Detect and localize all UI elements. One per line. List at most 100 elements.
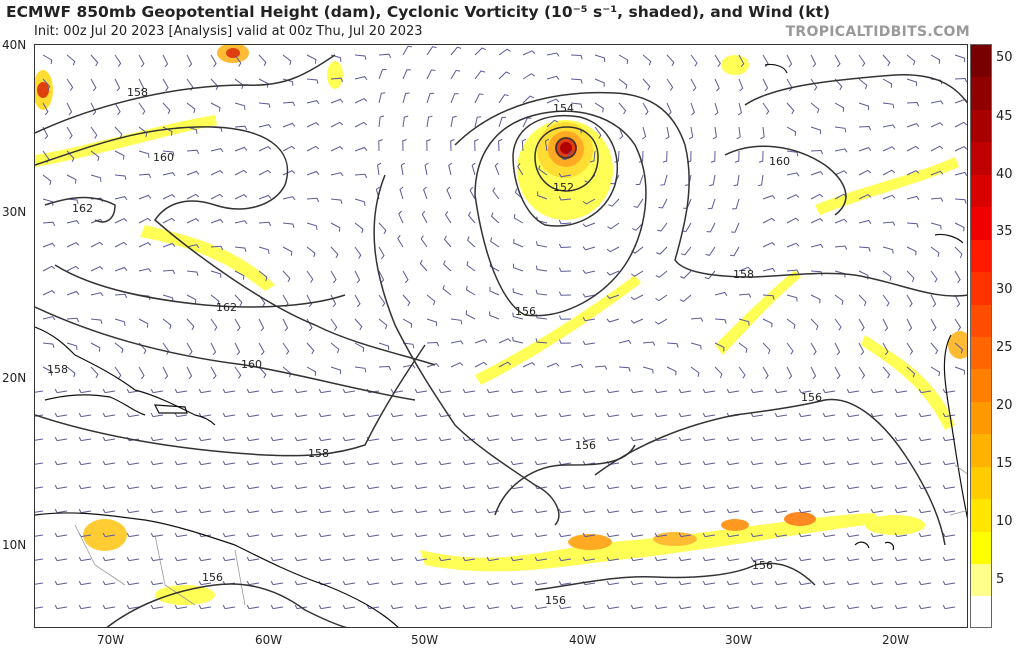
- wind-barb: [846, 604, 860, 610]
- colorbar-segment: [971, 336, 991, 370]
- wind-barbs: [35, 45, 967, 610]
- wind-barb: [906, 270, 915, 283]
- wind-barb: [198, 388, 212, 394]
- wind-barb: [714, 78, 720, 92]
- wind-barb: [894, 484, 908, 490]
- wind-barb: [234, 270, 245, 280]
- wind-barb: [150, 532, 164, 538]
- wind-barb: [114, 342, 124, 354]
- wind-barb: [894, 412, 908, 418]
- wind-barb: [834, 78, 843, 91]
- contour-label: 152: [553, 181, 574, 194]
- wind-barb: [882, 318, 889, 332]
- wind-barb: [210, 148, 224, 153]
- wind-barb: [414, 460, 428, 466]
- wind-barb: [54, 412, 68, 418]
- wind-barb: [318, 508, 332, 514]
- wind-barb: [42, 342, 55, 349]
- wind-barb: [306, 294, 313, 308]
- wind-barb: [870, 580, 884, 586]
- wind-barb: [930, 270, 938, 283]
- wind-barb: [378, 246, 385, 260]
- wind-barb: [546, 52, 560, 57]
- wind-barb: [318, 460, 332, 466]
- wind-barb: [354, 318, 363, 331]
- wind-barb: [535, 338, 548, 344]
- wind-barb: [834, 102, 845, 112]
- wind-barb: [377, 162, 382, 176]
- wind-barb: [414, 580, 428, 586]
- wind-barb: [882, 54, 891, 67]
- wind-barb: [750, 580, 764, 586]
- wind-barb: [474, 339, 488, 344]
- contour-156-south: [534, 562, 816, 591]
- wind-barb: [366, 580, 380, 586]
- wind-barb: [726, 580, 740, 586]
- wind-barb: [558, 484, 572, 490]
- wind-barb: [594, 126, 602, 139]
- wind-barb: [162, 217, 176, 224]
- wind-barb: [78, 460, 92, 466]
- wind-barb: [494, 162, 500, 176]
- wind-barb: [330, 77, 344, 83]
- wind-barb: [246, 436, 260, 442]
- wind-barb: [882, 342, 889, 356]
- wind-barb: [630, 388, 644, 394]
- wind-barb: [366, 412, 380, 418]
- wind-barb: [443, 260, 452, 272]
- wind-barb: [486, 460, 500, 466]
- wind-barb: [138, 54, 145, 68]
- wind-barb: [366, 556, 380, 562]
- wind-barb: [426, 139, 431, 152]
- vorticity-blob: [721, 55, 749, 75]
- wind-barb: [330, 270, 337, 284]
- wind-barb: [90, 318, 103, 325]
- wind-barb: [42, 265, 56, 272]
- wind-barb: [513, 238, 524, 248]
- wind-barb: [834, 54, 841, 68]
- brand-watermark: TROPICALTIDBITS.COM: [785, 24, 970, 40]
- wind-barb: [846, 484, 860, 490]
- wind-barb: [318, 580, 332, 586]
- wind-barb: [534, 508, 548, 514]
- wind-barb: [174, 436, 188, 442]
- wind-barb: [222, 388, 236, 394]
- wind-barb: [618, 366, 631, 372]
- wind-barb: [210, 318, 218, 331]
- wind-barb: [736, 126, 741, 140]
- wind-barb: [210, 270, 222, 278]
- wind-barb: [186, 366, 193, 380]
- wind-barb: [210, 245, 224, 251]
- wind-barb: [90, 54, 99, 67]
- wind-barb: [246, 556, 260, 562]
- wind-barb: [438, 412, 452, 418]
- wind-barb: [822, 436, 836, 442]
- wind-barb: [522, 95, 535, 104]
- wind-barb: [906, 123, 920, 128]
- wind-barb: [558, 196, 572, 201]
- wind-barb: [234, 125, 248, 131]
- wind-barb: [870, 532, 884, 538]
- wind-barb: [306, 78, 319, 84]
- wind-barb: [150, 556, 164, 562]
- wind-barb: [714, 291, 728, 296]
- wind-barb: [402, 294, 411, 307]
- wind-barb: [138, 217, 152, 224]
- wind-barb: [486, 580, 500, 586]
- wind-barb: [690, 317, 704, 322]
- wind-barb: [894, 604, 908, 610]
- wind-barb: [414, 508, 428, 514]
- wind-barb: [630, 580, 644, 586]
- wind-barb: [558, 436, 572, 442]
- wind-barb: [35, 486, 44, 489]
- wind-barb: [102, 508, 116, 514]
- vorticity-blob: [865, 515, 925, 535]
- wind-barb: [294, 580, 308, 586]
- wind-barb: [465, 285, 476, 296]
- contour-label: 156: [202, 571, 223, 584]
- lon-label-60w: 60W: [255, 633, 283, 647]
- wind-barb: [318, 388, 332, 394]
- wind-barb: [846, 532, 860, 538]
- wind-barb: [114, 196, 128, 201]
- wind-barb: [342, 412, 356, 418]
